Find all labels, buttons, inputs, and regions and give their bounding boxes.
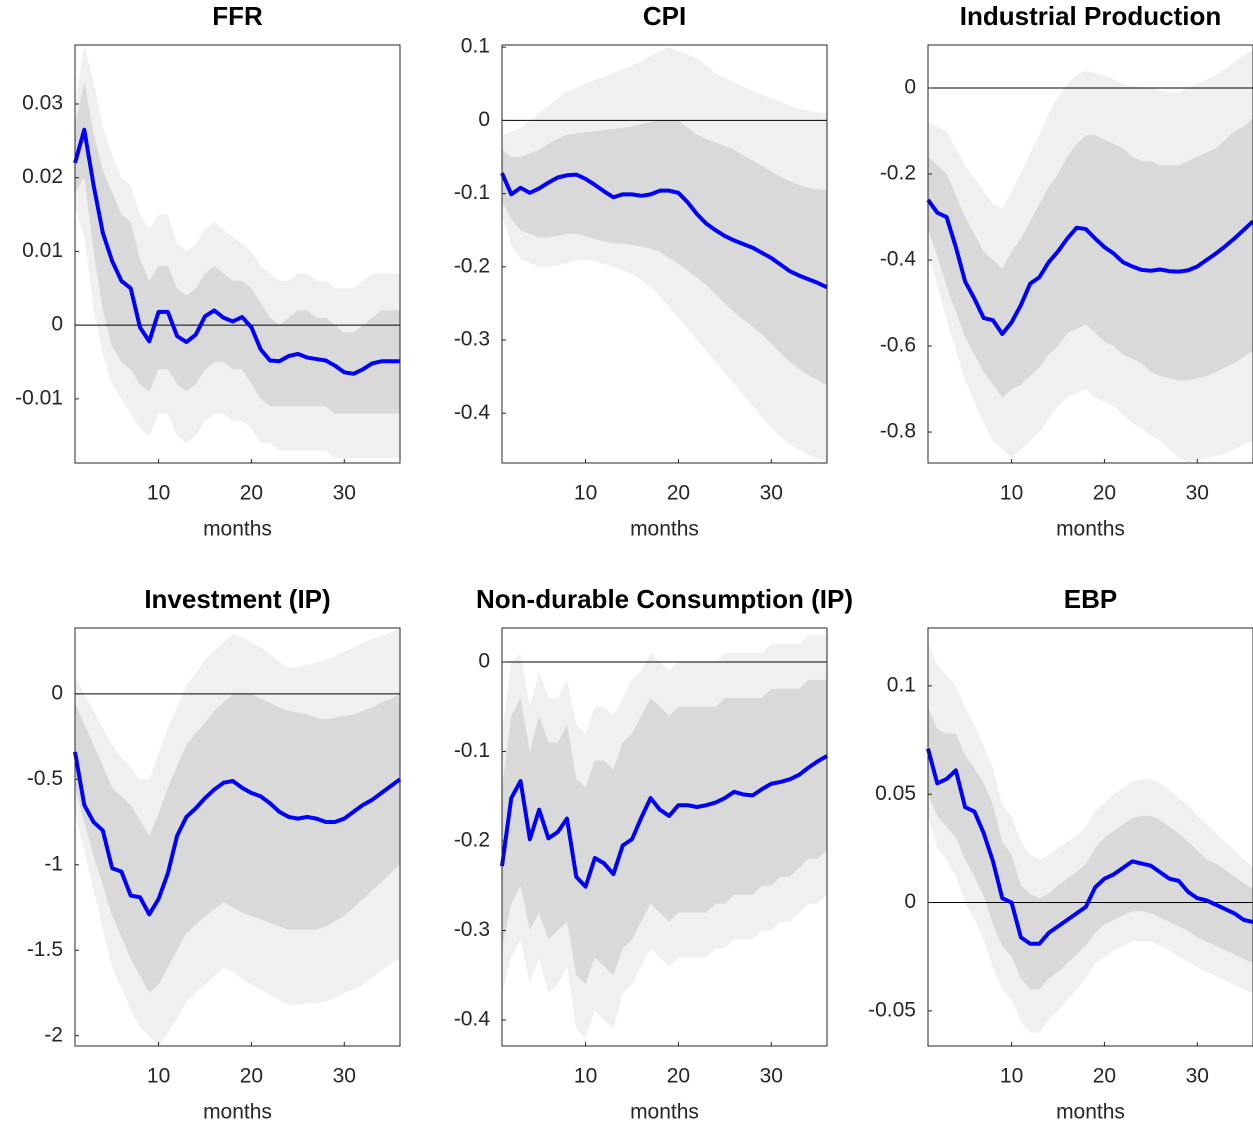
median-line [926, 198, 1253, 336]
x-tick-label: 20 [240, 1065, 263, 1088]
x-tick-label: 10 [574, 482, 597, 505]
confidence-band [75, 81, 400, 414]
chart-title: Industrial Production [960, 1, 1221, 31]
x-axis-label: months [630, 518, 699, 541]
subplot: Non-durable Consumption (IP) 10 20 30 -0.4 -0… [454, 584, 853, 1124]
y-tick-label: -0.3 [454, 918, 490, 941]
x-tick-label: 10 [147, 1065, 170, 1088]
y-tick-label: -0.4 [454, 1008, 491, 1031]
y-tick-label: 0.02 [22, 165, 63, 188]
y-tick-label: -0.1 [454, 739, 490, 762]
y-tick-label: 0.03 [22, 92, 63, 115]
y-tick-label: -1 [44, 852, 63, 875]
x-axis-label: months [1056, 1101, 1125, 1124]
x-tick-label: 30 [333, 482, 356, 505]
subplot: CPI 10 20 30 -0.4 -0.3 -0.2 -0.1 0 0.1 months [454, 1, 828, 541]
subplot: EBP 10 20 30 -0.05 0 0.05 0.1 months [868, 584, 1253, 1124]
chart-title: EBP [1064, 584, 1117, 614]
y-tick-label: -0.2 [880, 162, 916, 185]
axes-box [74, 44, 401, 464]
y-tick-label: -0.01 [15, 386, 63, 409]
y-tick-label: -0.4 [454, 401, 491, 424]
median-line [500, 754, 829, 889]
median-line [926, 748, 1253, 946]
x-tick-label: 30 [760, 482, 783, 505]
subplot: Investment (IP) 10 20 30 -2 -1.5 -1 -0.5 0 months [27, 584, 402, 1124]
y-tick-label: -0.1 [454, 181, 490, 204]
chart-title: CPI [643, 1, 686, 31]
x-tick-label: 30 [1186, 482, 1209, 505]
x-axis-label: months [1056, 518, 1125, 541]
x-axis-label: months [203, 518, 272, 541]
x-tick-label: 20 [1093, 1065, 1116, 1088]
axes-box [74, 627, 401, 1047]
axes-box [501, 627, 828, 1047]
x-tick-label: 30 [333, 1065, 356, 1088]
subplot: Industrial Production 10 20 30 -0.8 -0.6 -0.4 -… [880, 1, 1253, 541]
chart-title: Non-durable Consumption (IP) [476, 584, 853, 614]
x-tick-label: 10 [574, 1065, 597, 1088]
chart-title: FFR [212, 1, 263, 31]
axes-box [501, 44, 828, 464]
y-tick-label: -1.5 [27, 938, 63, 961]
y-tick-label: -0.2 [454, 829, 490, 852]
x-tick-label: 10 [147, 482, 170, 505]
y-tick-label: 0.01 [22, 239, 63, 262]
axes-box [927, 44, 1253, 464]
subplot: FFR 10 20 30 -0.01 0 0.01 0.02 0.03 months [15, 1, 401, 541]
y-tick-label: 0.1 [461, 35, 490, 58]
x-tick-label: 10 [1000, 1065, 1023, 1088]
y-tick-label: 0 [904, 890, 916, 913]
x-tick-label: 20 [667, 1065, 690, 1088]
y-tick-label: 0 [51, 681, 63, 704]
x-tick-label: 20 [1093, 482, 1116, 505]
y-tick-label: 0 [904, 76, 916, 99]
y-tick-label: -2 [44, 1023, 63, 1046]
y-tick-label: -0.3 [454, 328, 490, 351]
y-tick-label: 0.1 [887, 673, 916, 696]
median-line [73, 127, 400, 376]
y-tick-label: 0 [51, 313, 63, 336]
x-tick-label: 10 [1000, 482, 1023, 505]
confidence-band [502, 120, 827, 386]
x-axis-label: months [630, 1101, 699, 1124]
x-tick-label: 20 [240, 482, 263, 505]
median-line [500, 172, 828, 290]
y-tick-label: -0.2 [454, 254, 490, 277]
y-tick-label: -0.4 [880, 248, 917, 271]
x-tick-label: 30 [760, 1065, 783, 1088]
confidence-band [75, 693, 400, 994]
y-tick-label: 0 [478, 650, 490, 673]
y-tick-label: -0.5 [27, 767, 63, 790]
y-tick-label: 0.05 [875, 782, 916, 805]
axes-box [927, 627, 1253, 1047]
y-tick-label: 0 [478, 108, 490, 131]
chart-title: Investment (IP) [144, 584, 330, 614]
confidence-band [928, 707, 1253, 990]
x-tick-label: 20 [667, 482, 690, 505]
y-tick-label: -0.8 [880, 420, 916, 443]
median-line [73, 751, 402, 917]
x-tick-label: 30 [1186, 1065, 1209, 1088]
y-tick-label: -0.05 [868, 998, 916, 1021]
y-tick-label: -0.6 [880, 334, 916, 357]
confidence-band [502, 679, 827, 985]
x-axis-label: months [203, 1101, 272, 1124]
